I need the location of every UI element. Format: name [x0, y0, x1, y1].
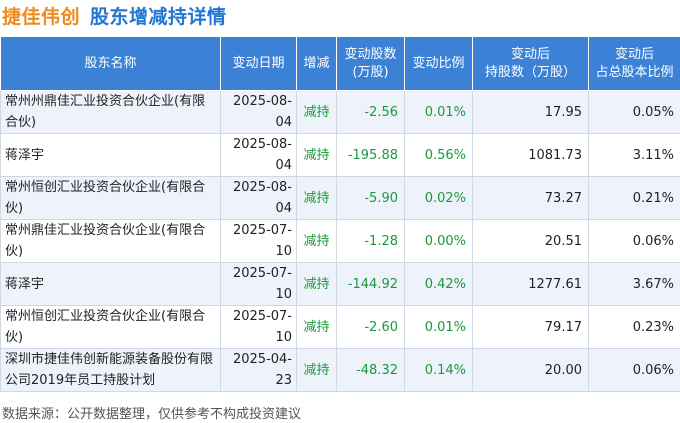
after-shares: 20.51 [472, 219, 589, 263]
after-shares: 17.95 [472, 90, 589, 134]
change-shares: -2.56 [336, 90, 405, 134]
after-shares: 79.17 [472, 305, 589, 349]
shareholder-name: 常州鼎佳汇业投资合伙企业(有限合伙) [0, 219, 221, 263]
after-shares: 1081.73 [472, 133, 589, 177]
after-shares: 73.27 [472, 176, 589, 220]
col-header-shares: 变动股数 (万股) [336, 36, 405, 91]
after-ratio: 0.06% [588, 219, 680, 263]
change-date: 2025-08-04 [220, 90, 297, 134]
after-ratio: 0.23% [588, 305, 680, 349]
col-header-date: 变动日期 [220, 36, 297, 91]
change-type: 减持 [296, 90, 337, 134]
page-title: 股东增减持详情 [90, 6, 227, 28]
change-type: 减持 [296, 305, 337, 349]
change-date: 2025-07-10 [220, 305, 297, 349]
shareholder-name: 常州恒创汇业投资合伙企业(有限合伙) [0, 305, 221, 349]
change-type: 减持 [296, 176, 337, 220]
change-ratio: 0.01% [404, 305, 473, 349]
company-name: 捷佳伟创 [2, 6, 81, 28]
change-date: 2025-08-04 [220, 176, 297, 220]
after-shares: 1277.61 [472, 262, 589, 306]
shareholder-name: 蒋泽宇 [0, 262, 221, 306]
change-type: 减持 [296, 133, 337, 177]
col-header-ratio: 变动比例 [404, 36, 473, 91]
col-header-after-ratio: 变动后 占总股本比例 [588, 36, 680, 91]
shareholder-name: 蒋泽宇 [0, 133, 221, 177]
table-row: 常州恒创汇业投资合伙企业(有限合伙) 2025-08-04 减持 -5.90 0… [0, 176, 680, 220]
table-row: 深圳市捷佳伟创新能源装备股份有限公司2019年员工持股计划 2025-04-23… [0, 348, 680, 392]
change-ratio: 0.42% [404, 262, 473, 306]
change-shares: -144.92 [336, 262, 405, 306]
change-ratio: 0.01% [404, 90, 473, 134]
change-ratio: 0.56% [404, 133, 473, 177]
table-header-row: 股东名称 变动日期 增减 变动股数 (万股) 变动比例 变动后 持股数（万股） … [0, 36, 680, 91]
change-shares: -2.60 [336, 305, 405, 349]
col-header-type: 增减 [296, 36, 337, 91]
change-date: 2025-07-10 [220, 219, 297, 263]
change-shares: -48.32 [336, 348, 405, 392]
after-ratio: 3.11% [588, 133, 680, 177]
after-ratio: 0.06% [588, 348, 680, 392]
after-ratio: 0.05% [588, 90, 680, 134]
table-row: 常州恒创汇业投资合伙企业(有限合伙) 2025-07-10 减持 -2.60 0… [0, 305, 680, 349]
change-shares: -1.28 [336, 219, 405, 263]
col-header-name: 股东名称 [0, 36, 221, 91]
change-ratio: 0.00% [404, 219, 473, 263]
data-source-note: 数据来源：公开数据整理，仅供参考不构成投资建议 [2, 407, 302, 422]
after-ratio: 0.21% [588, 176, 680, 220]
table-row: 蒋泽宇 2025-08-04 减持 -195.88 0.56% 1081.73 … [0, 133, 680, 177]
change-date: 2025-07-10 [220, 262, 297, 306]
col-header-after-shares: 变动后 持股数（万股） [472, 36, 589, 91]
shareholder-change-table: 股东名称 变动日期 增减 变动股数 (万股) 变动比例 变动后 持股数（万股） … [0, 36, 680, 392]
shareholder-name: 常州恒创汇业投资合伙企业(有限合伙) [0, 176, 221, 220]
after-shares: 20.00 [472, 348, 589, 392]
table-row: 常州鼎佳汇业投资合伙企业(有限合伙) 2025-07-10 减持 -1.28 0… [0, 219, 680, 263]
title-bar: 捷佳伟创 股东增减持详情 [0, 0, 680, 34]
change-shares: -5.90 [336, 176, 405, 220]
shareholder-name: 常州州鼎佳汇业投资合伙企业(有限合伙) [0, 90, 221, 134]
change-shares: -195.88 [336, 133, 405, 177]
after-ratio: 3.67% [588, 262, 680, 306]
change-type: 减持 [296, 348, 337, 392]
table-row: 常州州鼎佳汇业投资合伙企业(有限合伙) 2025-08-04 减持 -2.56 … [0, 90, 680, 134]
change-type: 减持 [296, 262, 337, 306]
change-date: 2025-04-23 [220, 348, 297, 392]
change-date: 2025-08-04 [220, 133, 297, 177]
shareholder-name: 深圳市捷佳伟创新能源装备股份有限公司2019年员工持股计划 [0, 348, 221, 392]
change-type: 减持 [296, 219, 337, 263]
change-ratio: 0.02% [404, 176, 473, 220]
change-ratio: 0.14% [404, 348, 473, 392]
table-row: 蒋泽宇 2025-07-10 减持 -144.92 0.42% 1277.61 … [0, 262, 680, 306]
